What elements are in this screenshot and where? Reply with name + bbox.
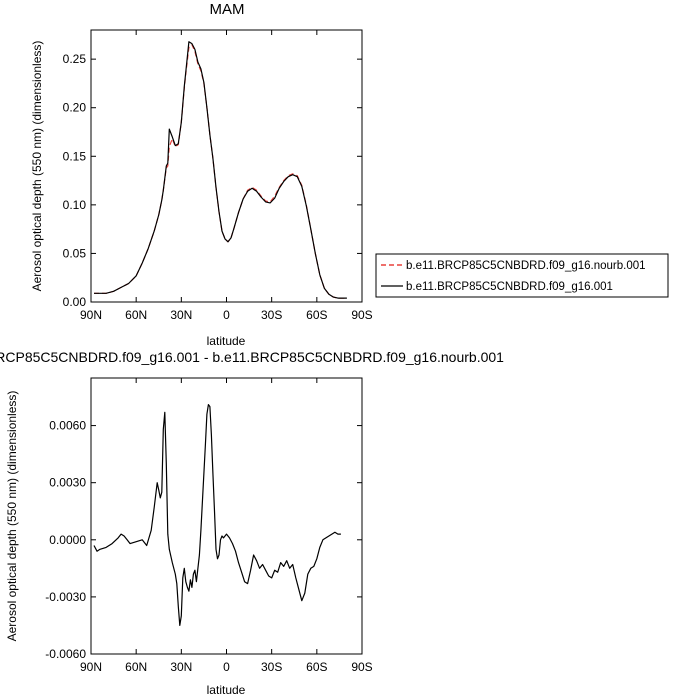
bottom-chart-x-tick-label: 30S [261,660,282,674]
top-chart-x-tick-label: 90S [351,308,372,322]
legend-label-nourb: b.e11.BRCP85C5CNBDRD.f09_g16.nourb.001 [406,260,646,272]
top-chart-y-tick-label: 0.05 [63,246,87,260]
top-chart-y-axis-label: Aerosol optical depth (550 nm) (dimensio… [30,41,44,292]
bottom-chart-panel: b.e11.BRCP85C5CNBDRD.f09_g16.001 - b.e11… [0,349,504,697]
bottom-chart-x-axis-label: latitude [207,683,246,697]
top-chart-y-tick-label: 0.20 [63,101,87,115]
top-chart-y-tick-label: 0.15 [63,149,87,163]
top-chart-x-tick-label: 60N [125,308,147,322]
legend: b.e11.BRCP85C5CNBDRD.f09_g16.nourb.001 b… [375,253,669,298]
bottom-chart-x-tick-label: 30N [170,660,192,674]
legend-box [375,253,669,298]
top-chart-panel: MAM 90N 60N 30N 0 30S 60S 90S 0.00 0.05 0.10 0.15 0… [30,1,669,348]
bottom-chart-y-axis-label: Aerosol optical depth (550 nm) (dimensio… [5,391,19,642]
bottom-chart-title: b.e11.BRCP85C5CNBDRD.f09_g16.001 - b.e11… [0,349,504,365]
top-chart-x-tick-label: 30N [170,308,192,322]
top-chart-x-axis-label: latitude [207,334,246,348]
bottom-chart-x-tick-label: 60N [125,660,147,674]
legend-label-control: b.e11.BRCP85C5CNBDRD.f09_g16.001 [406,281,613,293]
top-chart-y-tick-label: 0.25 [63,52,87,66]
top-chart-series-line-1 [94,41,347,299]
bottom-chart-y-tick-label: -0.0060 [45,647,86,661]
bottom-chart-x-tick-label: 90S [351,660,372,674]
bottom-chart-x-tick-label: 90N [80,660,102,674]
top-chart-x-tick-label: 30S [261,308,282,322]
bottom-chart-x-tick-label: 0 [223,660,230,674]
top-chart-x-tick-label: 0 [223,308,230,322]
top-chart-series [94,41,347,299]
bottom-chart-series [93,404,341,627]
top-chart-title: MAM [210,1,245,18]
top-chart-y-tick-label: 0.10 [63,198,87,212]
bottom-chart-y-tick-label: 0.0060 [49,419,86,433]
bottom-chart-y-tick-label: -0.0030 [45,590,86,604]
bottom-chart-y-tick-label: 0.0030 [49,476,86,490]
top-chart-x-tick-label: 90N [80,308,102,322]
bottom-chart-ticks: 90N 60N 30N 0 30S 60S 90S -0.0060 -0.0030 0.0000 0… [45,378,373,674]
bottom-chart-series-line-0 [93,404,341,627]
top-chart-series-line-0 [94,43,347,299]
bottom-chart-x-tick-label: 60S [306,660,327,674]
top-chart-plot-frame [90,29,363,303]
bottom-chart-y-tick-label: 0.0000 [49,533,86,547]
top-chart-ticks: 90N 60N 30N 0 30S 60S 90S 0.00 0.05 0.10 0.15 0.20 0… [63,30,373,322]
top-chart-x-tick-label: 60S [306,308,327,322]
top-chart-y-tick-label: 0.00 [63,295,87,309]
bottom-chart-plot-frame [90,377,363,655]
